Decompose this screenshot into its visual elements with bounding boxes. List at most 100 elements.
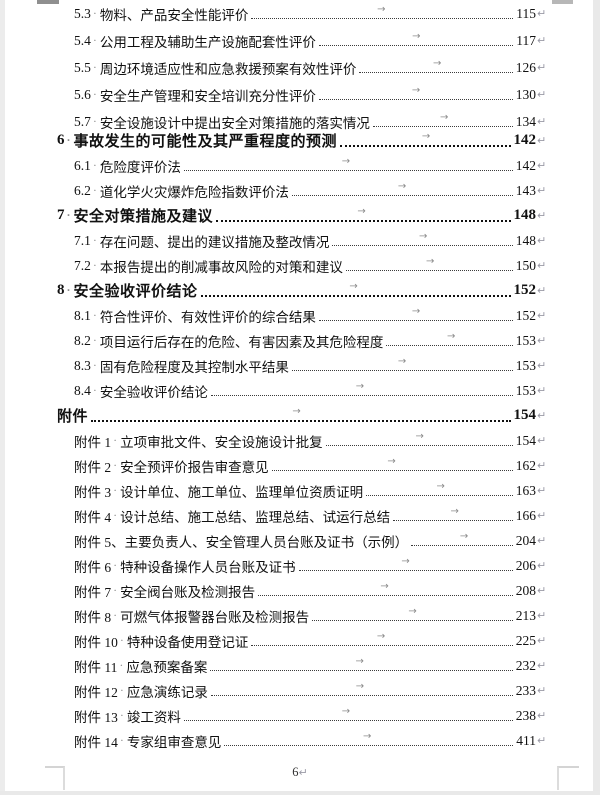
- space-formatting-mark: ·: [92, 258, 97, 272]
- space-formatting-mark: ·: [113, 608, 118, 622]
- tab-arrow-mark: →: [411, 85, 421, 96]
- space-formatting-mark: ·: [119, 633, 124, 647]
- toc-entry-number: 附件 2: [74, 459, 112, 475]
- toc-entry-title: 道化学火灾爆炸危险指数评价法: [99, 184, 289, 200]
- paragraph-return-mark: ↵: [537, 584, 547, 597]
- toc-entry[interactable]: 附件 6 · 特种设备操作人员台账及证书 → 206 ↵: [0, 553, 600, 578]
- dot-leader: →: [298, 556, 513, 571]
- space-formatting-mark: ·: [92, 60, 97, 74]
- toc-entry[interactable]: 5.5 · 周边环境适应性和应急救援预案有效性评价 → 126 ↵: [0, 54, 600, 81]
- toc-entry[interactable]: 附件 10 · 特种设备使用登记证 → 225 ↵: [0, 628, 600, 653]
- space-formatting-mark: ·: [66, 208, 71, 222]
- tab-arrow-mark: →: [355, 381, 365, 392]
- space-formatting-mark: ·: [66, 133, 71, 147]
- dot-leader: →: [251, 4, 514, 19]
- toc-entry[interactable]: 8 · 安全验收评价结论 → 152 ↵: [0, 278, 600, 303]
- toc-entry[interactable]: 6 · 事故发生的可能性及其严重程度的预测 → 142 ↵: [0, 128, 600, 153]
- toc-entry[interactable]: 附件 3 · 设计单位、施工单位、监理单位资质证明 → 163 ↵: [0, 478, 600, 503]
- toc-entry[interactable]: 附件 11 · 应急预案备案 → 232 ↵: [0, 653, 600, 678]
- text-boundary-mark-left: [45, 766, 65, 790]
- dot-leader: →: [210, 681, 513, 696]
- tab-arrow-mark: →: [355, 681, 365, 692]
- toc-entry-title: 应急预案备案: [126, 659, 208, 675]
- toc-entry[interactable]: 5.4 · 公用工程及辅助生产设施配套性评价 → 117 ↵: [0, 27, 600, 54]
- toc-entry[interactable]: 8.4 · 安全验收评价结论 → 153 ↵: [0, 378, 600, 403]
- toc-entry-number: 5.7: [74, 113, 91, 129]
- toc-entry[interactable]: 8.3 · 固有危险程度及其控制水平结果 → 153 ↵: [0, 353, 600, 378]
- toc-entry-page: 233: [515, 682, 536, 698]
- toc-entry[interactable]: 5.3 · 物料、产品安全性能评价 → 115 ↵: [0, 0, 600, 27]
- toc-entry-page: 130: [515, 86, 536, 102]
- dot-leader: →: [325, 431, 513, 446]
- dot-leader: →: [372, 112, 513, 127]
- toc-entry[interactable]: 附件 5 、主要负责人、安全管理人员台账及证书（示例） → 204 ↵: [0, 528, 600, 553]
- toc-entry-number: 附件 4: [74, 509, 112, 525]
- toc-entry-page: 163: [515, 482, 536, 498]
- page-edge-bottom: [0, 791, 600, 795]
- tab-arrow-mark: →: [450, 506, 459, 517]
- tab-arrow-mark: →: [341, 706, 351, 717]
- toc-entry[interactable]: 附件 12 · 应急演练记录 → 233 ↵: [0, 678, 600, 703]
- toc-entry[interactable]: 6.2 · 道化学火灾爆炸危险指数评价法 → 143 ↵: [0, 178, 600, 203]
- footer-page-number: 6: [292, 765, 299, 779]
- toc-entry-number: 5.6: [74, 86, 91, 102]
- tab-arrow-mark: →: [411, 306, 421, 317]
- toc-entry-page: 225: [515, 632, 536, 648]
- paragraph-return-mark: ↵: [537, 434, 547, 447]
- dot-leader: →: [318, 31, 514, 46]
- toc-entry-title: 安全设施设计中提出安全对策措施的落实情况: [99, 115, 370, 131]
- dot-leader: →: [216, 206, 511, 222]
- tab-arrow-mark: →: [447, 331, 456, 342]
- dot-leader: →: [393, 506, 513, 521]
- tab-arrow-mark: →: [377, 4, 386, 15]
- toc-entry-title: 固有危险程度及其控制水平结果: [99, 359, 289, 375]
- toc-entry-title: 安全验收评价结论: [99, 384, 208, 400]
- toc-entry-title: 项目运行后存在的危险、有害因素及其危险程度: [99, 334, 384, 350]
- toc-entry[interactable]: 附件 2 · 安全预评价报告审查意见 → 162 ↵: [0, 453, 600, 478]
- paragraph-return-mark: ↵: [537, 334, 547, 347]
- toc-entry[interactable]: 5.7 · 安全设施设计中提出安全对策措施的落实情况 → 134 ↵: [0, 108, 600, 135]
- toc-entry-title: 事故发生的可能性及其严重程度的预测: [73, 132, 338, 150]
- dot-leader: →: [291, 181, 513, 196]
- toc-entry-number: 附件 13: [74, 709, 118, 725]
- toc-entry-title: 专家组审查意见: [126, 734, 222, 750]
- space-formatting-mark: ·: [113, 458, 118, 472]
- toc-entry-title: 安全生产管理和安全培训充分性评价: [99, 88, 316, 104]
- toc-entry-number: 附件 8: [74, 609, 112, 625]
- toc-entry[interactable]: 7.2 · 本报告提出的削减事故风险的对策和建议 → 150 ↵: [0, 253, 600, 278]
- toc-entry[interactable]: 附件 7 · 安全阀台账及检测报告 → 208 ↵: [0, 578, 600, 603]
- toc-entry-number: 附件 5: [74, 534, 112, 550]
- toc-entry[interactable]: 附件 14 · 专家组审查意见 → 411 ↵: [0, 728, 600, 753]
- toc-entry-number: 5.5: [74, 59, 91, 75]
- toc-entry-title: 安全预评价报告审查意见: [120, 459, 269, 475]
- toc-entry-title: 存在问题、提出的建议措施及整改情况: [99, 234, 330, 250]
- tab-arrow-mark: →: [440, 112, 449, 123]
- toc-entry-title: 特种设备操作人员台账及证书: [120, 559, 296, 575]
- toc-entry-number: 6.2: [74, 182, 91, 198]
- toc-entry-page: 115: [516, 5, 536, 21]
- toc-entry[interactable]: 6.1 · 危险度评价法 → 142 ↵: [0, 153, 600, 178]
- paragraph-return-mark: ↵: [537, 659, 547, 672]
- toc-entry[interactable]: 7.1 · 存在问题、提出的建议措施及整改情况 → 148 ↵: [0, 228, 600, 253]
- toc-entry[interactable]: 附件 8 · 可燃气体报警器台账及检测报告 → 213 ↵: [0, 603, 600, 628]
- paragraph-return-mark: ↵: [537, 634, 547, 647]
- toc-entry[interactable]: 5.6 · 安全生产管理和安全培训充分性评价 → 130 ↵: [0, 81, 600, 108]
- paragraph-return-mark: ↵: [537, 88, 547, 101]
- toc-entry[interactable]: 附件 1 · 立项审批文件、安全设施设计批复 → 154 ↵: [0, 428, 600, 453]
- toc-entry[interactable]: 附件 4 · 设计总结、施工总结、监理总结、试运行总结 → 166 ↵: [0, 503, 600, 528]
- toc-entry-title: 符合性评价、有效性评价的综合结果: [99, 309, 316, 325]
- paragraph-return-mark: ↵: [298, 766, 308, 779]
- toc-entry[interactable]: 附件 → 154 ↵: [0, 403, 600, 428]
- tab-arrow-mark: →: [425, 256, 435, 267]
- tab-arrow-mark: →: [376, 631, 386, 642]
- toc-entry[interactable]: 附件 13 · 竣工资料 → 238 ↵: [0, 703, 600, 728]
- toc-entry[interactable]: 7 · 安全对策措施及建议 → 148 ↵: [0, 203, 600, 228]
- toc-entry[interactable]: 8.2 · 项目运行后存在的危险、有害因素及其危险程度 → 153 ↵: [0, 328, 600, 353]
- page-edge-right: [593, 0, 600, 795]
- toc-entry-number: 附件 14: [74, 734, 118, 750]
- paragraph-return-mark: ↵: [537, 7, 547, 20]
- toc-entry[interactable]: 8.1 · 符合性评价、有效性评价的综合结果 → 152 ↵: [0, 303, 600, 328]
- space-formatting-mark: ·: [92, 358, 97, 372]
- tab-arrow-mark: →: [292, 405, 301, 417]
